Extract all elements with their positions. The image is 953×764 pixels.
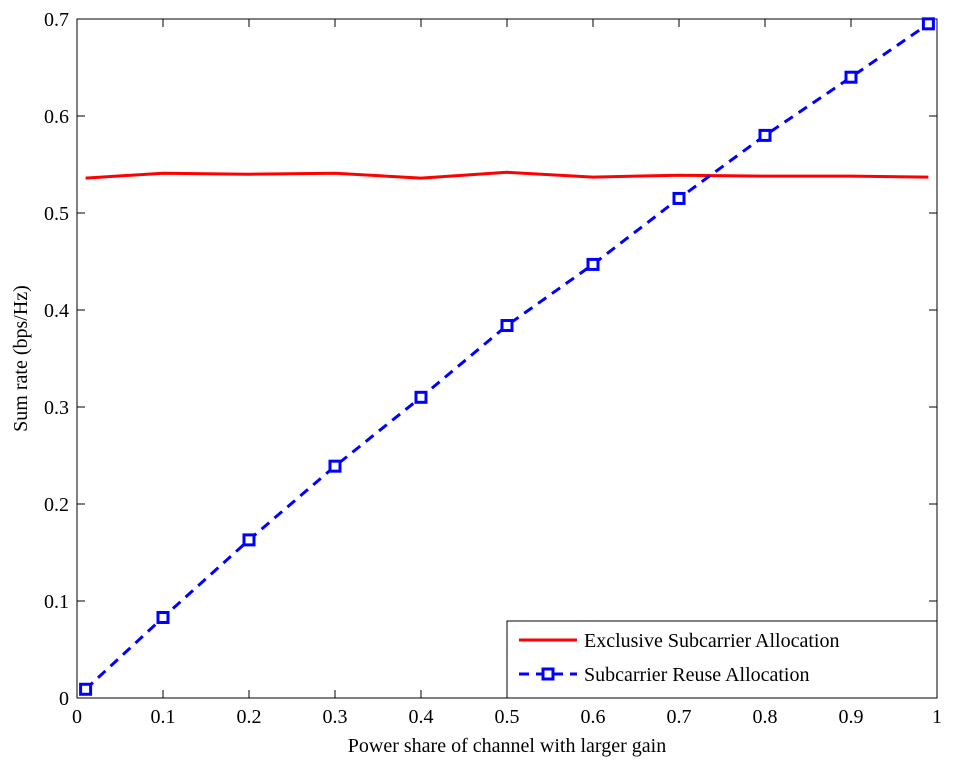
series-point bbox=[79, 682, 93, 696]
y-tick-label: 0.2 bbox=[44, 494, 69, 516]
x-tick-label: 0.1 bbox=[151, 706, 176, 728]
series-line-0 bbox=[85, 170, 929, 180]
series-point bbox=[242, 533, 256, 547]
x-tick-label: 0.6 bbox=[581, 706, 606, 728]
legend-box bbox=[506, 620, 938, 699]
x-axis-label: Power share of channel with larger gain bbox=[348, 735, 666, 757]
y-axis-label: Sum rate (bps/Hz) bbox=[10, 285, 32, 432]
axis-ticks: 0 0.1 0.2 0.3 0.4 0.5 0.6 0.7 0.8 0.9 1 0 0.1 0.2 0.3 0… bbox=[44, 9, 942, 728]
legend-marker-1 bbox=[541, 667, 555, 681]
x-tick-label: 0.2 bbox=[237, 706, 262, 728]
series-point bbox=[156, 610, 170, 624]
series-point bbox=[500, 319, 514, 333]
y-tick-label: 0.6 bbox=[44, 106, 69, 128]
x-tick-label: 1 bbox=[932, 706, 942, 728]
series-point bbox=[921, 17, 935, 31]
x-tick-label: 0.7 bbox=[667, 706, 692, 728]
legend-label-1: Subcarrier Reuse Allocation bbox=[584, 664, 810, 686]
series-point bbox=[414, 390, 428, 404]
series-layer bbox=[79, 17, 935, 696]
y-tick-label: 0.3 bbox=[44, 397, 69, 419]
plot-frame bbox=[76, 18, 938, 699]
legend-label-0: Exclusive Subcarrier Allocation bbox=[584, 630, 839, 652]
x-tick-label: 0.4 bbox=[409, 706, 434, 728]
x-tick-label: 0.5 bbox=[495, 706, 520, 728]
y-tick-label: 0.7 bbox=[44, 9, 69, 31]
series-point bbox=[586, 257, 600, 271]
x-tick-label: 0.3 bbox=[323, 706, 348, 728]
y-tick-label: 0.4 bbox=[44, 300, 69, 322]
series-point bbox=[672, 191, 686, 205]
series-point bbox=[328, 459, 342, 473]
plot-area bbox=[76, 18, 938, 699]
x-tick-label: 0.9 bbox=[839, 706, 864, 728]
x-tick-label: 0.8 bbox=[753, 706, 778, 728]
y-tick-label: 0.5 bbox=[44, 203, 69, 225]
legend: Exclusive Subcarrier Allocation Subcarrie… bbox=[506, 620, 938, 699]
x-tick-label: 0 bbox=[72, 706, 82, 728]
series-point bbox=[844, 70, 858, 84]
y-tick-label: 0 bbox=[59, 688, 69, 710]
y-tick-label: 0.1 bbox=[44, 591, 69, 613]
series-point bbox=[758, 128, 772, 142]
